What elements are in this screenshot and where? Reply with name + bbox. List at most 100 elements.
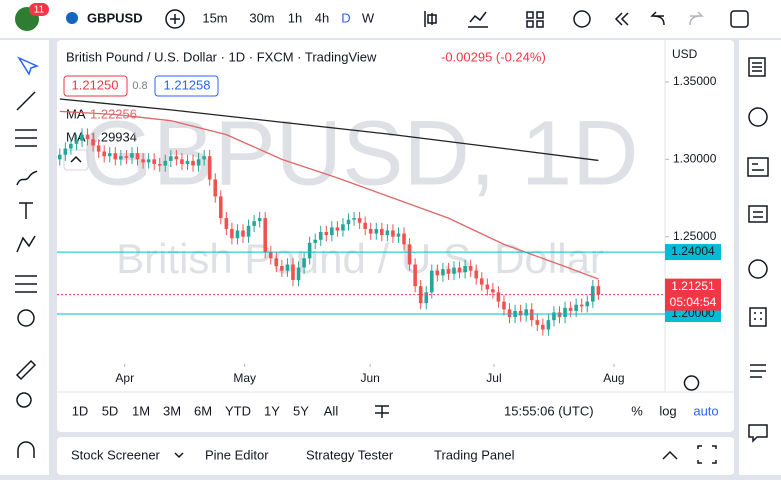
- interval[interactable]: 30m: [249, 10, 274, 25]
- candle-body: [380, 228, 384, 236]
- indicators[interactable]: [468, 11, 488, 28]
- price-label-box: [665, 244, 721, 261]
- watchlist[interactable]: [748, 57, 766, 77]
- candle-body: [291, 264, 295, 280]
- candle-body: [435, 270, 440, 276]
- top-toolbar: [0, 0, 781, 38]
- forecast[interactable]: [15, 275, 37, 293]
- layouts[interactable]: [526, 11, 544, 28]
- candle-body: [63, 148, 68, 155]
- icons[interactable]: [17, 309, 35, 327]
- brush[interactable]: [16, 170, 38, 186]
- candle-body: [452, 267, 456, 274]
- panel-tab[interactable]: Stock Screener: [71, 447, 161, 462]
- text-tool[interactable]: [19, 202, 33, 219]
- x-tick-label: Jun: [360, 371, 379, 385]
- hotlists[interactable]: [748, 205, 768, 223]
- panel-tab[interactable]: Trading Panel: [434, 447, 515, 462]
- candle-body: [313, 239, 317, 243]
- scale-option[interactable]: auto: [693, 403, 718, 418]
- range-button[interactable]: 3M: [163, 403, 181, 418]
- countdown: 05:04:54: [670, 295, 717, 309]
- chats[interactable]: [750, 364, 766, 378]
- fib[interactable]: [15, 129, 37, 147]
- fullscreen[interactable]: [730, 10, 749, 28]
- ma-label: MA: [66, 106, 86, 121]
- candle-body: [102, 151, 106, 157]
- range-button[interactable]: All: [324, 403, 339, 418]
- interval[interactable]: W: [362, 10, 375, 25]
- candle-body: [552, 312, 556, 321]
- watermark: British Pound / U.S. Dollar: [116, 235, 604, 282]
- alerts[interactable]: [748, 107, 768, 127]
- maximize-panel[interactable]: [697, 445, 717, 464]
- candle-body: [152, 159, 156, 164]
- trend-line[interactable]: [16, 91, 36, 111]
- range-button[interactable]: 5D: [102, 403, 119, 418]
- candle-body: [257, 218, 262, 222]
- range-button[interactable]: YTD: [225, 403, 251, 418]
- last-price-box: [665, 278, 721, 311]
- candle-body: [396, 233, 401, 237]
- add-symbol[interactable]: [165, 9, 185, 29]
- moving-average: [59, 98, 599, 162]
- interval[interactable]: 1h: [288, 10, 302, 25]
- interval[interactable]: 15m: [202, 10, 227, 25]
- ruler[interactable]: [15, 359, 37, 381]
- candle-body: [330, 227, 334, 236]
- panel-tab[interactable]: Pine Editor: [205, 447, 269, 462]
- cursor[interactable]: [17, 56, 40, 76]
- undo[interactable]: [650, 11, 665, 26]
- range-button[interactable]: 1D: [72, 403, 89, 418]
- candle-body: [57, 154, 62, 160]
- candle-body: [518, 310, 523, 316]
- candle-body: [541, 324, 545, 330]
- candle-body: [246, 225, 251, 237]
- candle-body: [252, 221, 256, 226]
- candle-body: [574, 304, 578, 311]
- calendar[interactable]: [748, 259, 768, 279]
- candle-body: [457, 267, 462, 273]
- candle-body: [468, 266, 473, 271]
- magnet[interactable]: [17, 441, 35, 458]
- candle-body: [141, 159, 145, 163]
- replay[interactable]: [614, 12, 629, 26]
- settings[interactable]: [683, 375, 700, 391]
- range-button[interactable]: 5Y: [293, 403, 309, 418]
- scale-option[interactable]: %: [631, 403, 643, 418]
- range-button[interactable]: 1Y: [264, 403, 280, 418]
- help[interactable]: [748, 424, 768, 443]
- badge: [29, 3, 49, 16]
- moving-average: [59, 110, 599, 280]
- candle-body: [563, 307, 567, 318]
- candle-body: [124, 156, 129, 158]
- news[interactable]: [747, 157, 769, 177]
- interval[interactable]: D: [341, 10, 350, 25]
- candle-body: [535, 320, 540, 325]
- collapse-panel[interactable]: [662, 450, 678, 460]
- currency[interactable]: USD: [672, 47, 698, 61]
- interval[interactable]: 4h: [315, 10, 329, 25]
- chart-type[interactable]: [424, 11, 437, 27]
- ask-box[interactable]: [154, 75, 219, 97]
- redo[interactable]: [689, 11, 704, 26]
- candle-body: [135, 153, 140, 160]
- candle-body: [446, 269, 451, 274]
- patterns[interactable]: [16, 235, 36, 253]
- date-range[interactable]: [375, 405, 389, 418]
- candle-body: [496, 292, 501, 302]
- bid-box[interactable]: [63, 75, 128, 97]
- ideas[interactable]: [749, 307, 767, 327]
- ma2-value: 1.29934: [90, 129, 137, 144]
- range-button[interactable]: 6M: [194, 403, 212, 418]
- candle-body: [441, 269, 445, 276]
- symbol[interactable]: GBPUSD: [87, 10, 143, 25]
- alert[interactable]: [573, 10, 591, 28]
- panel-tab[interactable]: Strategy Tester: [306, 447, 394, 462]
- zoom[interactable]: [16, 392, 32, 408]
- candle-body: [318, 232, 323, 240]
- scale-option[interactable]: log: [659, 403, 676, 418]
- candle-body: [568, 307, 573, 311]
- range-button[interactable]: 1M: [132, 403, 150, 418]
- candle-body: [335, 227, 340, 231]
